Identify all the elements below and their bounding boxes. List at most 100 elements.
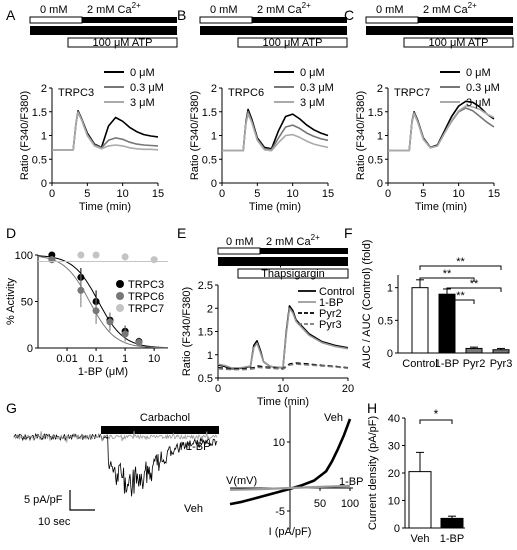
data-point-TRPC7 bbox=[77, 251, 85, 259]
x-tick-label: 0.01 bbox=[56, 353, 77, 365]
x-axis-label: Time (min) bbox=[249, 201, 301, 213]
bar-Pyr3 bbox=[492, 349, 510, 354]
protocol-ca-bar bbox=[418, 17, 513, 23]
x-tick-label: 15 bbox=[322, 188, 334, 200]
y-tick-label: 1 bbox=[41, 131, 47, 143]
protocol-atp-bar bbox=[237, 37, 348, 48]
significance-label: ** bbox=[456, 290, 465, 302]
x-tick-label: 5 bbox=[420, 188, 426, 200]
trace-label: TRPC7 bbox=[394, 87, 430, 99]
trace-3-M bbox=[388, 105, 495, 152]
iv-curve-1-BP bbox=[229, 484, 351, 491]
protocol-bp-label: 1-BP bbox=[91, 25, 115, 37]
x-tick-label: 0 bbox=[219, 188, 225, 200]
protocol-bp-label: 1-BP bbox=[261, 25, 285, 37]
data-point-TRPC6 bbox=[121, 330, 129, 338]
significance-bracket bbox=[446, 299, 475, 304]
bar-Control bbox=[411, 287, 429, 354]
x-tick-label: 10 bbox=[287, 188, 299, 200]
iv-trace-label: Veh bbox=[324, 412, 343, 424]
data-point-TRPC7 bbox=[150, 256, 158, 264]
y-tick-label: 0 bbox=[41, 178, 47, 190]
panel-label-a: A bbox=[6, 7, 16, 23]
x-tick-label: 0.1 bbox=[88, 353, 103, 365]
y-tick-label: 1.5 bbox=[368, 107, 383, 119]
x-tick-label: 5 bbox=[254, 188, 260, 200]
x-axis-label: 1-BP (μM) bbox=[78, 366, 128, 378]
x-tick-label: 0 bbox=[49, 188, 55, 200]
x-tick-label: 1-BP bbox=[440, 533, 464, 545]
y-tick-label: 0 bbox=[377, 178, 383, 190]
legend-label: 0 μM bbox=[130, 67, 155, 79]
legend-label: 3 μM bbox=[300, 97, 325, 109]
legend-label: TRPC6 bbox=[128, 291, 164, 303]
y-axis-label: Ratio (F340/F380) bbox=[189, 91, 201, 180]
panel-label-f: F bbox=[344, 225, 353, 241]
protocol-ca-bar bbox=[252, 17, 347, 23]
fit-curve-TRPC3 bbox=[37, 255, 168, 349]
y-tick-label: 20 bbox=[388, 468, 400, 480]
y-tick-label: 100 bbox=[15, 250, 33, 262]
y-axis-label: AUC / AUC (Control) (fold) bbox=[361, 240, 373, 369]
significance-label: ** bbox=[470, 278, 479, 290]
significance-bracket bbox=[446, 287, 502, 292]
scale-bar bbox=[69, 490, 95, 511]
x-tick-label: 15 bbox=[488, 188, 500, 200]
significance-label: ** bbox=[443, 268, 452, 280]
iv-x-tick-label: 50 bbox=[314, 498, 326, 510]
data-point-TRPC7 bbox=[92, 251, 100, 259]
x-axis-label: Time (min) bbox=[79, 201, 131, 213]
panel-label-h: H bbox=[367, 400, 377, 416]
x-tick-label: Veh bbox=[411, 533, 430, 545]
protocol-ca-label: 2 mM Ca2+ bbox=[87, 1, 141, 16]
trace-0-3-M bbox=[388, 107, 495, 152]
y-tick-label: 1.5 bbox=[32, 107, 47, 119]
protocol-bp-bar bbox=[30, 26, 177, 35]
protocol-zero-label: 0 mM bbox=[40, 4, 68, 16]
x-axis-label: Time (min) bbox=[415, 201, 467, 213]
panel-label-g: G bbox=[6, 400, 17, 416]
legend-label: 1-BP bbox=[319, 297, 343, 309]
y-tick-label: 2 bbox=[211, 83, 217, 95]
legend-label: Pyr2 bbox=[319, 308, 342, 320]
trace-1-BP bbox=[217, 307, 349, 370]
protocol-ca-bar bbox=[260, 248, 348, 254]
legend-marker bbox=[116, 280, 124, 288]
protocol-atp-label: 100 μM ATP bbox=[429, 37, 489, 49]
iv-curve-Veh bbox=[229, 418, 352, 506]
legend-label: 3 μM bbox=[130, 97, 155, 109]
y-tick-label: 10 bbox=[388, 496, 400, 508]
stimulus-bar bbox=[101, 426, 219, 434]
protocol-compound-label: Compound bbox=[256, 256, 310, 268]
trace-label: TRPC6 bbox=[228, 87, 264, 99]
protocol-zero-label: 0 mM bbox=[226, 236, 254, 248]
iv-trace-label: 1-BP bbox=[339, 476, 363, 488]
y-tick-label: 0 bbox=[211, 178, 217, 190]
y-tick-label: 0.5 bbox=[202, 154, 217, 166]
protocol-zero-bar bbox=[29, 16, 83, 24]
x-tick-label: 0 bbox=[385, 188, 391, 200]
panel-label-b: B bbox=[177, 7, 186, 23]
legend-label: TRPC3 bbox=[128, 279, 164, 291]
legend-label: TRPC7 bbox=[128, 303, 164, 315]
y-axis-label: Current density (pA/pF) bbox=[367, 416, 379, 530]
protocol-thapsigargin-label: Thapsigargin bbox=[261, 268, 325, 280]
current-trace-Veh bbox=[13, 432, 218, 497]
bar-Pyr2 bbox=[465, 347, 483, 354]
legend-label: Pyr3 bbox=[319, 319, 342, 331]
iv-x-tick-label: 100 bbox=[341, 498, 359, 510]
y-axis-label: Ratio (F340/F380) bbox=[181, 287, 193, 376]
legend-label: 0 μM bbox=[466, 67, 491, 79]
protocol-zero-label: 0 mM bbox=[210, 4, 238, 16]
panel-label-d: D bbox=[6, 225, 16, 241]
scale-bar-x-label: 10 sec bbox=[38, 516, 71, 528]
protocol-ca-label: 2 mM Ca2+ bbox=[423, 1, 477, 16]
y-tick-label: 1.5 bbox=[202, 107, 217, 119]
iv-y-axis-label: I (pA/pF) bbox=[269, 526, 312, 538]
data-point-TRPC6 bbox=[92, 307, 100, 315]
current-trace-1-BP bbox=[13, 430, 218, 443]
y-axis-label: % Activity bbox=[5, 277, 17, 325]
